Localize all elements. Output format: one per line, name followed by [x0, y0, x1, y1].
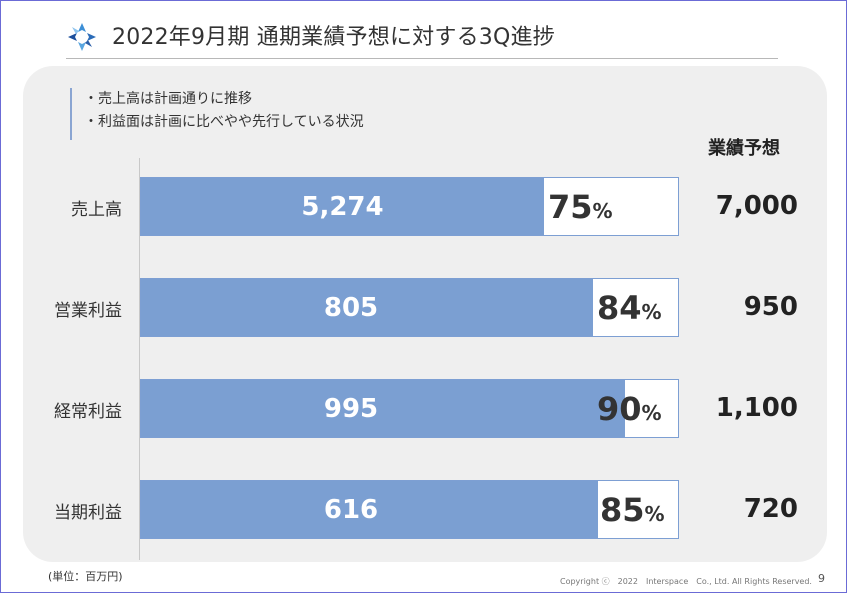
- bar-track: 5,274 75%: [140, 177, 679, 236]
- company-logo-icon: [68, 23, 96, 51]
- progress-percent-label: 75%: [548, 187, 613, 226]
- category-label: 当期利益: [54, 502, 122, 523]
- bar-track: 805 84%: [140, 278, 679, 337]
- bar-fill: [141, 178, 544, 235]
- bar-value-label: 805: [323, 292, 379, 323]
- bar-value-label: 995: [323, 393, 379, 424]
- page-title: 2022年9月期 通期業績予想に対する3Q進捗: [112, 25, 555, 50]
- progress-percent-label: 85%: [600, 490, 665, 529]
- bar-fill: [141, 279, 593, 336]
- note-line: ・利益面は計画に比べやや先行している状況: [84, 114, 364, 130]
- progress-percent-label: 90%: [597, 389, 662, 428]
- category-label: 営業利益: [54, 300, 122, 321]
- forecast-header: 業績予想: [708, 138, 780, 159]
- forecast-value: 7,000: [715, 190, 798, 221]
- forecast-value: 950: [743, 291, 798, 322]
- bar-track: 995 90%: [140, 379, 679, 438]
- category-label: 経常利益: [54, 401, 122, 422]
- notes-box: ・売上高は計画通りに推移 ・利益面は計画に比べやや先行している状況: [70, 88, 364, 140]
- progress-percent-label: 84%: [597, 288, 662, 327]
- note-line: ・売上高は計画通りに推移: [84, 91, 252, 107]
- page-number: 9: [818, 572, 825, 585]
- bar-value-label: 5,274: [301, 191, 384, 222]
- copyright-notice: Copyright ⓒ 2022 Interspace Co., Ltd. Al…: [560, 577, 812, 586]
- unit-label: (単位：百万円): [48, 570, 123, 583]
- forecast-value: 1,100: [715, 392, 798, 423]
- category-label: 売上高: [71, 199, 122, 220]
- bar-fill: [141, 380, 625, 437]
- forecast-value: 720: [743, 493, 798, 524]
- bar-value-label: 616: [323, 494, 379, 525]
- category-axis-line: [139, 158, 140, 560]
- bar-fill: [141, 481, 598, 538]
- title-divider: [66, 58, 778, 59]
- bar-track: 616 85%: [140, 480, 679, 539]
